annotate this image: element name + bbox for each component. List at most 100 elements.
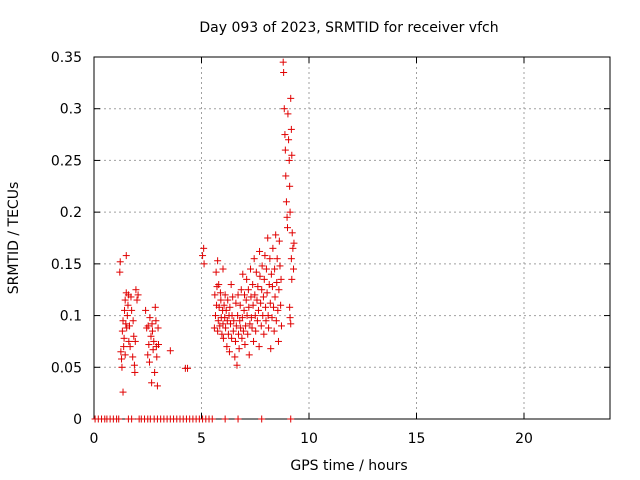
data-point [249, 281, 257, 289]
data-point [249, 301, 257, 309]
data-point [148, 327, 156, 335]
data-point [223, 343, 231, 351]
data-point [148, 320, 156, 328]
data-point [267, 345, 275, 353]
data-point [286, 182, 294, 190]
data-point [271, 265, 279, 273]
data-point [227, 281, 235, 289]
data-point [123, 312, 131, 320]
data-point [219, 334, 227, 342]
y-tick-label: 0.25 [51, 153, 82, 169]
data-point [200, 260, 208, 268]
y-tick-label: 0.2 [60, 205, 82, 221]
data-point [245, 351, 253, 359]
data-point [272, 231, 280, 239]
data-point [287, 415, 295, 423]
data-point [251, 312, 259, 320]
data-point [254, 306, 262, 314]
data-point [125, 322, 133, 330]
data-point [257, 299, 265, 307]
data-point [130, 332, 138, 340]
data-point [247, 265, 255, 273]
data-point [273, 278, 281, 286]
data-point [244, 286, 252, 294]
data-point [250, 337, 258, 345]
data-point [268, 283, 276, 291]
data-point [120, 343, 128, 351]
data-point [233, 361, 241, 369]
data-point [285, 136, 293, 144]
data-point [232, 299, 240, 307]
data-point [276, 262, 284, 270]
data-point [284, 224, 291, 232]
data-point [118, 327, 126, 335]
data-point [129, 317, 137, 325]
data-point [116, 258, 124, 266]
data-point [145, 341, 153, 349]
data-point [214, 327, 222, 335]
data-point [231, 353, 239, 361]
data-point [127, 293, 135, 301]
data-point [236, 301, 244, 309]
data-point [274, 337, 282, 345]
data-point [148, 379, 156, 387]
data-point [254, 283, 262, 291]
data-point [243, 275, 251, 283]
data-point [146, 314, 154, 322]
x-tick-label: 10 [300, 431, 318, 447]
data-point [244, 330, 252, 338]
y-tick-label: 0.05 [51, 360, 82, 376]
data-point [287, 255, 295, 263]
x-axis-label: GPS time / hours [290, 458, 407, 474]
data-point [279, 58, 287, 66]
data-point [115, 415, 123, 423]
data-point [155, 341, 162, 349]
data-point [200, 244, 208, 252]
data-point [262, 265, 270, 273]
data-point [234, 312, 242, 320]
data-point [257, 322, 265, 330]
data-point [154, 324, 162, 332]
data-point [227, 320, 235, 328]
data-point [116, 268, 124, 276]
data-point [248, 324, 256, 332]
data-point [208, 415, 216, 423]
data-point [263, 289, 271, 297]
data-point [142, 306, 150, 314]
data-point [250, 255, 258, 263]
data-point [280, 105, 288, 113]
data-point [243, 312, 251, 320]
data-point [239, 327, 247, 335]
data-point [268, 314, 276, 322]
data-point [133, 296, 141, 304]
data-point [255, 343, 263, 351]
data-point [124, 301, 132, 309]
y-tick-label: 0.3 [60, 102, 82, 118]
data-point [247, 293, 255, 301]
data-point [223, 317, 231, 325]
data-point [275, 237, 283, 245]
data-point [147, 332, 155, 340]
data-point [120, 334, 128, 342]
data-point [132, 286, 140, 294]
data-point [286, 208, 294, 216]
data-point [122, 252, 130, 260]
data-point [256, 247, 264, 255]
data-point [237, 286, 245, 294]
data-point [129, 353, 137, 361]
data-point [220, 301, 228, 309]
data-points [91, 58, 298, 423]
data-point [271, 293, 279, 301]
data-point [117, 348, 125, 356]
data-point [256, 272, 264, 280]
data-point [232, 322, 240, 330]
data-point [221, 291, 229, 299]
data-point [242, 296, 250, 304]
data-point [216, 289, 224, 297]
y-tick-label: 0.1 [60, 309, 82, 325]
data-point [150, 337, 158, 345]
data-point [211, 312, 219, 320]
data-point [274, 306, 282, 314]
data-point [283, 213, 291, 221]
